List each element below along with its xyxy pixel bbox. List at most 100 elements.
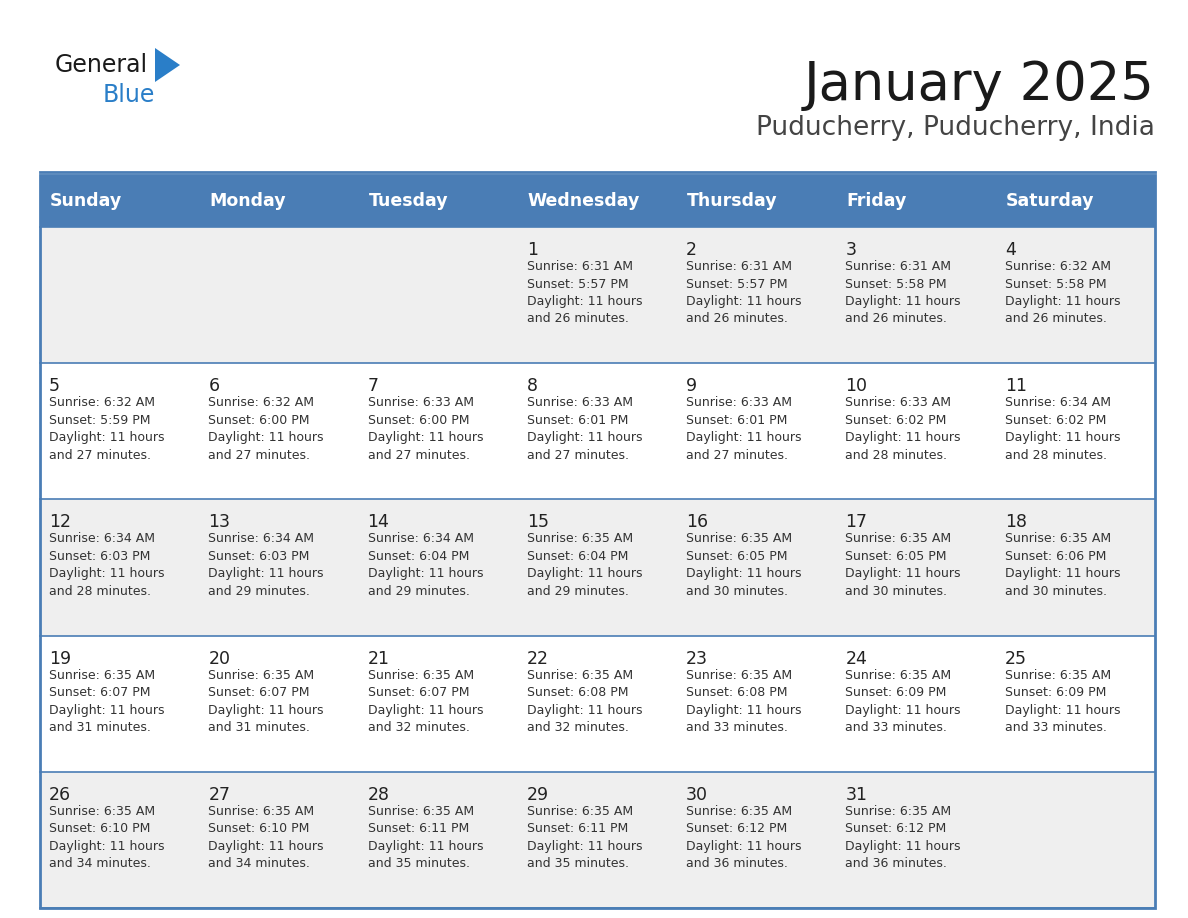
Bar (677, 364, 836, 499)
Text: Sunrise: 6:34 AM
Sunset: 6:02 PM
Daylight: 11 hours
and 28 minutes.: Sunrise: 6:34 AM Sunset: 6:02 PM Dayligh… (1005, 397, 1120, 462)
Text: Sunrise: 6:34 AM
Sunset: 6:04 PM
Daylight: 11 hours
and 29 minutes.: Sunrise: 6:34 AM Sunset: 6:04 PM Dayligh… (367, 532, 484, 598)
Text: Sunrise: 6:35 AM
Sunset: 6:11 PM
Daylight: 11 hours
and 35 minutes.: Sunrise: 6:35 AM Sunset: 6:11 PM Dayligh… (526, 805, 643, 870)
Text: Sunrise: 6:32 AM
Sunset: 6:00 PM
Daylight: 11 hours
and 27 minutes.: Sunrise: 6:32 AM Sunset: 6:00 PM Dayligh… (208, 397, 324, 462)
Bar (359, 227, 518, 364)
Bar (836, 227, 996, 364)
Text: Sunrise: 6:35 AM
Sunset: 6:12 PM
Daylight: 11 hours
and 36 minutes.: Sunrise: 6:35 AM Sunset: 6:12 PM Dayligh… (846, 805, 961, 870)
Text: Sunrise: 6:33 AM
Sunset: 6:00 PM
Daylight: 11 hours
and 27 minutes.: Sunrise: 6:33 AM Sunset: 6:00 PM Dayligh… (367, 397, 484, 462)
Bar (677, 635, 836, 772)
Text: 12: 12 (49, 513, 71, 532)
Bar (518, 499, 677, 635)
Text: 10: 10 (846, 377, 867, 396)
Bar (996, 364, 1155, 499)
Text: 29: 29 (526, 786, 549, 804)
Text: Sunrise: 6:35 AM
Sunset: 6:09 PM
Daylight: 11 hours
and 33 minutes.: Sunrise: 6:35 AM Sunset: 6:09 PM Dayligh… (1005, 668, 1120, 734)
Bar (40, 635, 200, 772)
Text: Friday: Friday (846, 192, 906, 210)
Text: Sunrise: 6:35 AM
Sunset: 6:07 PM
Daylight: 11 hours
and 31 minutes.: Sunrise: 6:35 AM Sunset: 6:07 PM Dayligh… (49, 668, 164, 734)
Text: 21: 21 (367, 650, 390, 667)
Text: 20: 20 (208, 650, 230, 667)
Bar (200, 772, 359, 908)
Text: January 2025: January 2025 (804, 59, 1155, 111)
Text: 4: 4 (1005, 241, 1016, 259)
Text: Sunday: Sunday (50, 192, 122, 210)
Text: Sunrise: 6:35 AM
Sunset: 6:10 PM
Daylight: 11 hours
and 34 minutes.: Sunrise: 6:35 AM Sunset: 6:10 PM Dayligh… (49, 805, 164, 870)
Bar (200, 175, 359, 227)
Bar (996, 175, 1155, 227)
Text: Sunrise: 6:35 AM
Sunset: 6:06 PM
Daylight: 11 hours
and 30 minutes.: Sunrise: 6:35 AM Sunset: 6:06 PM Dayligh… (1005, 532, 1120, 598)
Bar (836, 772, 996, 908)
Text: 8: 8 (526, 377, 538, 396)
Text: Sunrise: 6:31 AM
Sunset: 5:57 PM
Daylight: 11 hours
and 26 minutes.: Sunrise: 6:31 AM Sunset: 5:57 PM Dayligh… (687, 260, 802, 326)
Bar (518, 227, 677, 364)
Text: Sunrise: 6:35 AM
Sunset: 6:07 PM
Daylight: 11 hours
and 31 minutes.: Sunrise: 6:35 AM Sunset: 6:07 PM Dayligh… (208, 668, 324, 734)
Text: 19: 19 (49, 650, 71, 667)
Text: 14: 14 (367, 513, 390, 532)
Bar (836, 175, 996, 227)
Bar (836, 635, 996, 772)
Text: 13: 13 (208, 513, 230, 532)
Bar (359, 175, 518, 227)
Text: Sunrise: 6:35 AM
Sunset: 6:04 PM
Daylight: 11 hours
and 29 minutes.: Sunrise: 6:35 AM Sunset: 6:04 PM Dayligh… (526, 532, 643, 598)
Bar (996, 772, 1155, 908)
Text: Sunrise: 6:34 AM
Sunset: 6:03 PM
Daylight: 11 hours
and 28 minutes.: Sunrise: 6:34 AM Sunset: 6:03 PM Dayligh… (49, 532, 164, 598)
Bar (359, 635, 518, 772)
Bar (200, 227, 359, 364)
Bar (996, 499, 1155, 635)
Text: Monday: Monday (209, 192, 286, 210)
Text: Sunrise: 6:33 AM
Sunset: 6:01 PM
Daylight: 11 hours
and 27 minutes.: Sunrise: 6:33 AM Sunset: 6:01 PM Dayligh… (526, 397, 643, 462)
Text: 24: 24 (846, 650, 867, 667)
Text: 7: 7 (367, 377, 379, 396)
Text: Sunrise: 6:32 AM
Sunset: 5:58 PM
Daylight: 11 hours
and 26 minutes.: Sunrise: 6:32 AM Sunset: 5:58 PM Dayligh… (1005, 260, 1120, 326)
Bar (677, 772, 836, 908)
Text: 31: 31 (846, 786, 867, 804)
Text: Sunrise: 6:35 AM
Sunset: 6:10 PM
Daylight: 11 hours
and 34 minutes.: Sunrise: 6:35 AM Sunset: 6:10 PM Dayligh… (208, 805, 324, 870)
Text: 18: 18 (1005, 513, 1026, 532)
Text: 11: 11 (1005, 377, 1026, 396)
Text: 25: 25 (1005, 650, 1026, 667)
Bar (40, 227, 200, 364)
Bar (996, 227, 1155, 364)
Text: Sunrise: 6:35 AM
Sunset: 6:09 PM
Daylight: 11 hours
and 33 minutes.: Sunrise: 6:35 AM Sunset: 6:09 PM Dayligh… (846, 668, 961, 734)
Bar (677, 175, 836, 227)
Bar (40, 175, 1155, 908)
Text: Puducherry, Puducherry, India: Puducherry, Puducherry, India (756, 115, 1155, 141)
Text: 30: 30 (687, 786, 708, 804)
Bar (677, 499, 836, 635)
Text: 27: 27 (208, 786, 230, 804)
Text: Wednesday: Wednesday (527, 192, 640, 210)
Bar (836, 364, 996, 499)
Text: 2: 2 (687, 241, 697, 259)
Bar (200, 364, 359, 499)
Text: 28: 28 (367, 786, 390, 804)
Bar (518, 175, 677, 227)
Text: Sunrise: 6:31 AM
Sunset: 5:58 PM
Daylight: 11 hours
and 26 minutes.: Sunrise: 6:31 AM Sunset: 5:58 PM Dayligh… (846, 260, 961, 326)
Text: 16: 16 (687, 513, 708, 532)
Bar (40, 364, 200, 499)
Text: Sunrise: 6:35 AM
Sunset: 6:11 PM
Daylight: 11 hours
and 35 minutes.: Sunrise: 6:35 AM Sunset: 6:11 PM Dayligh… (367, 805, 484, 870)
Bar (359, 499, 518, 635)
Text: 26: 26 (49, 786, 71, 804)
Text: 9: 9 (687, 377, 697, 396)
Bar (518, 772, 677, 908)
Text: Tuesday: Tuesday (368, 192, 448, 210)
Text: Sunrise: 6:35 AM
Sunset: 6:08 PM
Daylight: 11 hours
and 33 minutes.: Sunrise: 6:35 AM Sunset: 6:08 PM Dayligh… (687, 668, 802, 734)
Bar (40, 772, 200, 908)
Bar (40, 175, 200, 227)
Text: Sunrise: 6:35 AM
Sunset: 6:12 PM
Daylight: 11 hours
and 36 minutes.: Sunrise: 6:35 AM Sunset: 6:12 PM Dayligh… (687, 805, 802, 870)
Text: 17: 17 (846, 513, 867, 532)
Bar (836, 499, 996, 635)
Text: Saturday: Saturday (1006, 192, 1094, 210)
Bar (677, 227, 836, 364)
Bar (518, 364, 677, 499)
Text: 15: 15 (526, 513, 549, 532)
Text: Sunrise: 6:35 AM
Sunset: 6:08 PM
Daylight: 11 hours
and 32 minutes.: Sunrise: 6:35 AM Sunset: 6:08 PM Dayligh… (526, 668, 643, 734)
Text: Thursday: Thursday (687, 192, 778, 210)
Text: 22: 22 (526, 650, 549, 667)
Text: 6: 6 (208, 377, 220, 396)
Text: Sunrise: 6:33 AM
Sunset: 6:01 PM
Daylight: 11 hours
and 27 minutes.: Sunrise: 6:33 AM Sunset: 6:01 PM Dayligh… (687, 397, 802, 462)
Text: Sunrise: 6:35 AM
Sunset: 6:05 PM
Daylight: 11 hours
and 30 minutes.: Sunrise: 6:35 AM Sunset: 6:05 PM Dayligh… (846, 532, 961, 598)
Text: Sunrise: 6:35 AM
Sunset: 6:05 PM
Daylight: 11 hours
and 30 minutes.: Sunrise: 6:35 AM Sunset: 6:05 PM Dayligh… (687, 532, 802, 598)
Text: Sunrise: 6:35 AM
Sunset: 6:07 PM
Daylight: 11 hours
and 32 minutes.: Sunrise: 6:35 AM Sunset: 6:07 PM Dayligh… (367, 668, 484, 734)
Text: Sunrise: 6:31 AM
Sunset: 5:57 PM
Daylight: 11 hours
and 26 minutes.: Sunrise: 6:31 AM Sunset: 5:57 PM Dayligh… (526, 260, 643, 326)
